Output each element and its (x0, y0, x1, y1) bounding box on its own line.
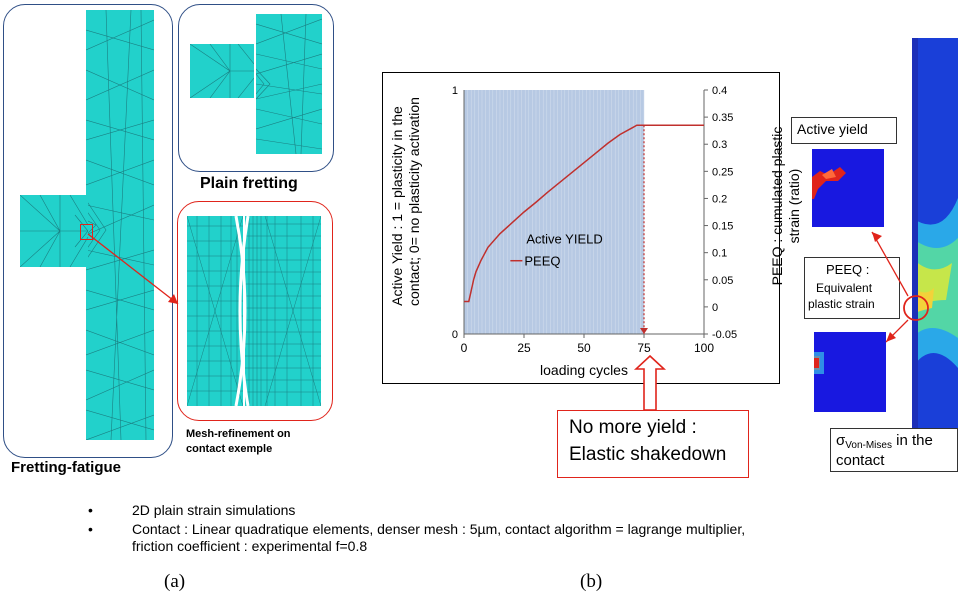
bullet-dot: • (88, 521, 93, 537)
refinement-caption-line1: Mesh-refinement on (186, 428, 291, 440)
von-mises-contour-map (912, 38, 958, 428)
right-axis-label-line1: PEEQ : cumulated plastic (769, 126, 785, 286)
x-tick-label: 0 (461, 341, 468, 355)
left-tick-label: 0 (452, 329, 458, 341)
active-yield-label-box (791, 117, 897, 144)
right-tick-label: 0.05 (712, 275, 733, 287)
right-tick-label: 0 (712, 302, 718, 314)
zoom-arrow (87, 233, 179, 305)
contact-link-arrows (871, 231, 929, 343)
shakedown-note-box (557, 410, 749, 478)
panel-label-a: (a) (164, 571, 186, 592)
peeq-map (814, 332, 886, 412)
shakedown-note-line1: No more yield : (569, 417, 697, 438)
right-tick-label: 0.2 (712, 193, 727, 205)
bullet-item-2-continued: friction coefficient : experimental f=0.… (132, 538, 367, 555)
bullet-text-1: 2D plain strain simulations (132, 502, 296, 518)
legend-entry-peeq: PEEQ (524, 254, 560, 269)
plain-fretting-frame (178, 4, 334, 172)
left-axis-label-line2: contact; 0= no plasticity activation (406, 97, 422, 306)
right-tick-label: 0.1 (712, 248, 727, 260)
fretting-fatigue-frame (3, 4, 173, 458)
refinement-caption-line2: contact exemple (186, 443, 273, 455)
plain-fretting-caption: Plain fretting (200, 175, 298, 192)
bullet-item-1: • 2D plain strain simulations (88, 502, 296, 519)
active-yield-map (812, 149, 884, 227)
refined-mesh-left (187, 216, 243, 406)
von-mises-label-line1: σVon-Mises in the (836, 432, 933, 451)
plain-fretting-pad (190, 44, 254, 98)
bullet-dot: • (88, 502, 93, 518)
x-tick-label: 50 (577, 341, 591, 355)
peeq-label-line1: PEEQ : (826, 262, 870, 277)
sigma-tail: in the (891, 432, 933, 449)
peeq-label-box (804, 257, 900, 319)
bullet-text-2: Contact : Linear quadratique elements, d… (132, 521, 746, 537)
sigma-subscript: Von-Mises (845, 440, 892, 451)
refined-mesh-right (245, 216, 321, 406)
bullet-item-2: • Contact : Linear quadratique elements,… (88, 521, 746, 538)
refined-contact-curve (234, 216, 250, 406)
sigma-symbol: σ (836, 432, 846, 449)
fretting-fatigue-caption: Fretting-fatigue (11, 459, 121, 476)
left-tick-label: 1 (452, 85, 458, 97)
x-tick-label: 25 (517, 341, 531, 355)
peeq-line (464, 124, 704, 303)
peeq-label-line2: Equivalent (816, 281, 873, 295)
right-tick-label: 0.15 (712, 221, 733, 233)
x-tick-label: 100 (694, 341, 714, 355)
shakedown-marker-head (640, 328, 648, 334)
right-tick-label: 0.25 (712, 166, 733, 178)
mesh-refinement-frame (177, 201, 333, 421)
fatigue-specimen-mesh (86, 10, 154, 440)
shakedown-arrow (633, 355, 667, 411)
von-mises-label-line2: contact (836, 452, 885, 469)
right-tick-label: 0.3 (712, 139, 727, 151)
right-tick-label: 0.4 (712, 85, 727, 97)
right-tick-label: 0.35 (712, 112, 733, 124)
peeq-label-line3: plastic strain (808, 297, 875, 311)
left-axis-label-line1: Active Yield : 1 = plasticity in the (389, 106, 405, 306)
bullet-text-3: friction coefficient : experimental f=0.… (132, 538, 368, 554)
yield-peeq-chart: 0 25 50 75 100 0 1 -0.05 0 0.05 0.1 0.15 0.2 0.25 0.3 0… (452, 85, 737, 378)
x-axis-label: loading cycles (540, 362, 628, 378)
right-tick-label: -0.05 (712, 329, 737, 341)
von-mises-label-box (830, 428, 958, 472)
shakedown-note-line2: Elastic shakedown (569, 444, 727, 465)
active-yield-label: Active yield (797, 121, 868, 137)
x-tick-label: 75 (637, 341, 651, 355)
legend-entry-yield: Active YIELD (526, 232, 602, 247)
panel-label-b: (b) (580, 571, 603, 592)
fatigue-pad-mesh (20, 195, 88, 267)
plain-fretting-mesh (256, 14, 322, 154)
contact-zone-marker (80, 224, 93, 240)
